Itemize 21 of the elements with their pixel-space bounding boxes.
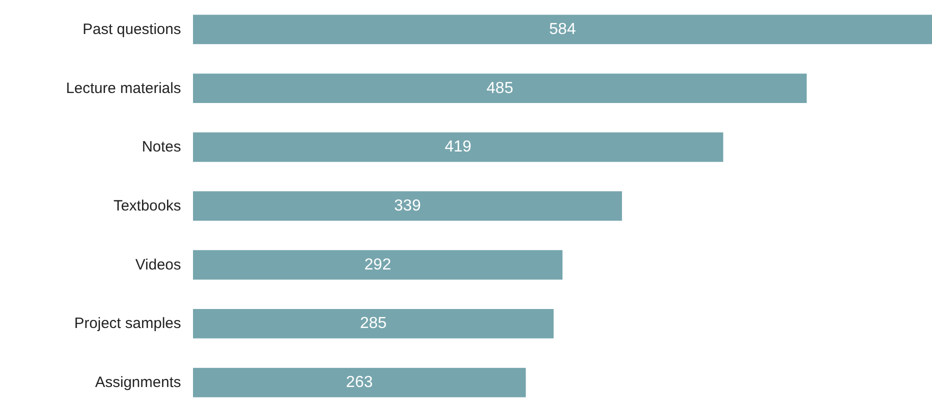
data-label: 285 bbox=[360, 315, 387, 332]
data-label: 485 bbox=[486, 80, 514, 97]
y-tick-label: Notes bbox=[142, 138, 181, 156]
bar bbox=[193, 191, 622, 221]
data-label: 339 bbox=[394, 198, 421, 214]
bar bbox=[193, 74, 807, 103]
data-label: 419 bbox=[444, 138, 472, 156]
data-label: 584 bbox=[549, 20, 576, 38]
bar bbox=[193, 309, 554, 338]
y-tick-label: Project samples bbox=[74, 315, 181, 332]
y-tick-label: Past questions bbox=[82, 20, 181, 38]
bar bbox=[193, 132, 724, 162]
y-tick-label: Videos bbox=[135, 256, 181, 274]
data-label: 263 bbox=[346, 374, 373, 392]
y-tick-label: Assignments bbox=[95, 374, 181, 392]
y-tick-label: Lecture materials bbox=[66, 80, 181, 97]
bar bbox=[193, 368, 526, 398]
bar bbox=[193, 250, 562, 280]
y-tick-label: Textbooks bbox=[113, 198, 181, 214]
bar bbox=[193, 14, 932, 44]
data-label: 292 bbox=[364, 256, 392, 274]
